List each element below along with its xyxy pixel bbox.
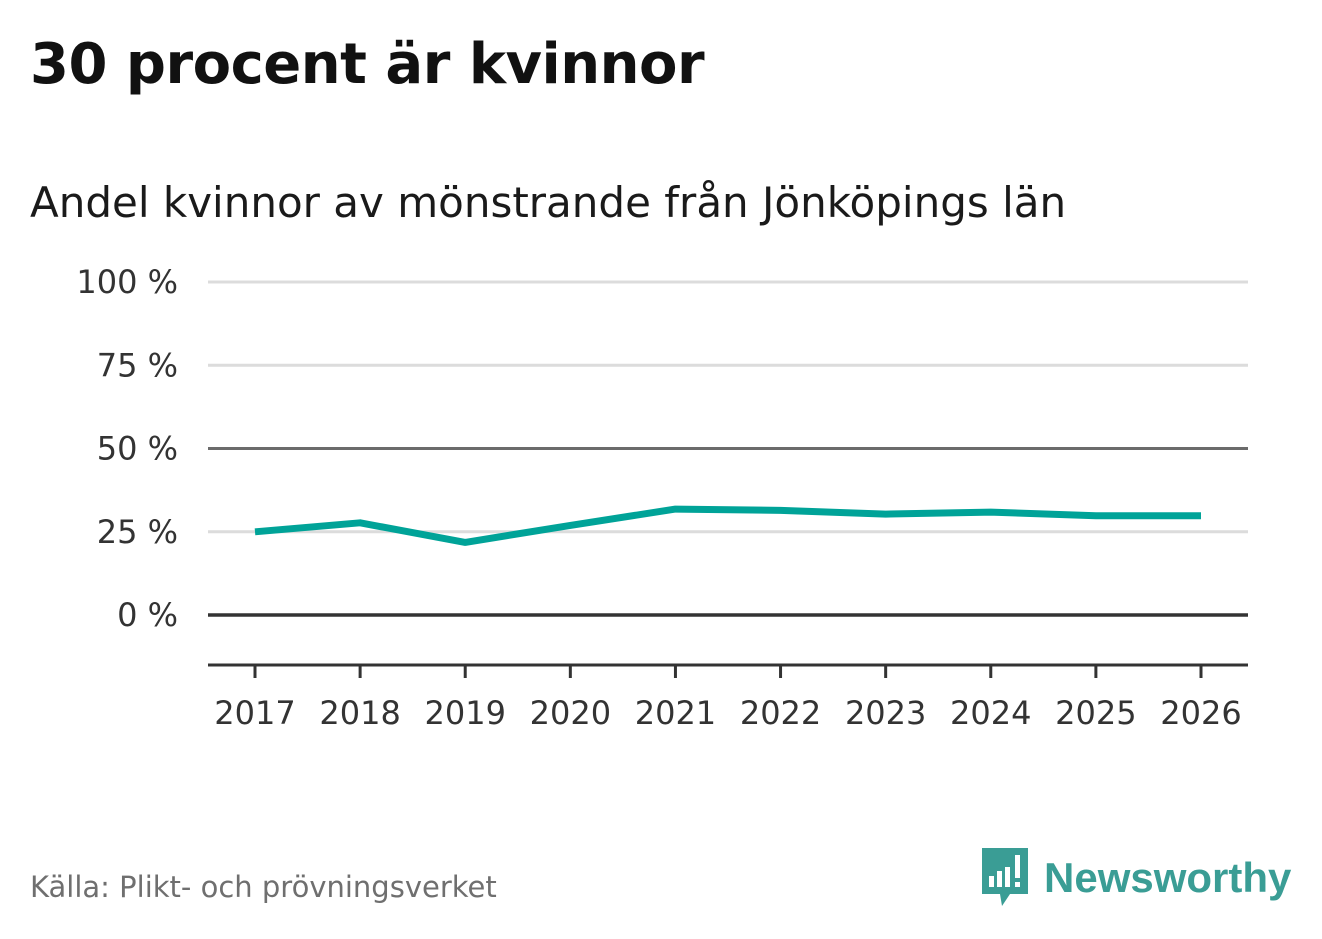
- series-lines: [254, 505, 1201, 546]
- chart-subtitle: Andel kvinnor av mönstrande från Jönköpi…: [30, 178, 1067, 227]
- x-tick-label: 2025: [1055, 694, 1136, 732]
- x-tick-label: 2020: [530, 694, 611, 732]
- x-axis: 2017 2018 2019 2020 2021 2022 2023 2024 2025 2026: [208, 663, 1248, 732]
- grid-lines: [208, 280, 1248, 617]
- y-tick-label: 25 %: [97, 513, 178, 551]
- newsworthy-logo-icon: [982, 848, 1028, 906]
- y-tick-label: 0 %: [117, 596, 178, 634]
- y-axis-tick-labels: 0 % 25 % 50 % 75 % 100 %: [76, 263, 178, 634]
- x-tick-label: 2021: [635, 694, 716, 732]
- series-line-0: [254, 505, 1201, 546]
- y-tick-label: 50 %: [97, 430, 178, 468]
- y-tick-label: 100 %: [76, 263, 178, 301]
- source-note: Källa: Plikt- och prövningsverket: [30, 870, 497, 904]
- x-tick-label: 2017: [214, 694, 295, 732]
- x-tick-label: 2026: [1160, 694, 1241, 732]
- x-tick-label: 2024: [950, 694, 1031, 732]
- y-tick-label: 75 %: [97, 346, 178, 384]
- x-tick-label: 2022: [740, 694, 821, 732]
- x-tick-label: 2023: [845, 694, 926, 732]
- brand-name: Newsworthy: [1044, 854, 1292, 901]
- x-tick-label: 2019: [425, 694, 506, 732]
- brand-logo: Newsworthy: [980, 846, 1291, 910]
- x-tick-label: 2018: [319, 694, 400, 732]
- chart-title: 30 procent är kvinnor: [30, 32, 705, 97]
